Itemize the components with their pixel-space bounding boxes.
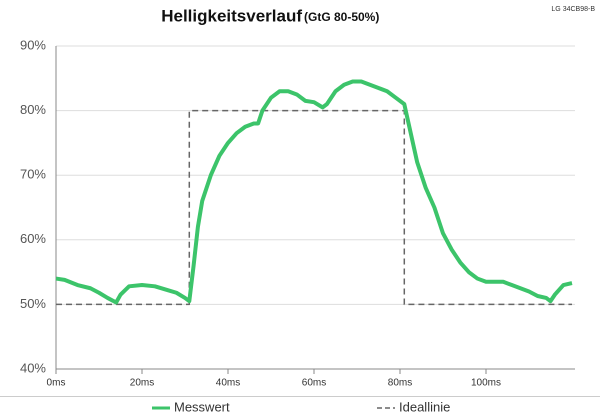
y-tick-label: 70% (20, 167, 46, 182)
annotation: LG 34CB98-B (551, 6, 595, 13)
legend-label: Ideallinie (399, 399, 450, 414)
chart-subtitle: (GtG 80-50%) (304, 10, 379, 24)
x-tick-label: 0ms (47, 378, 66, 389)
x-tick-label: 20ms (130, 378, 154, 389)
x-tick-label: 60ms (302, 378, 326, 389)
legend-label: Messwert (174, 399, 230, 414)
x-tick-label: 40ms (216, 378, 240, 389)
y-tick-label: 90% (20, 37, 46, 52)
y-tick-label: 40% (20, 360, 46, 375)
y-tick-label: 50% (20, 296, 46, 311)
y-tick-label: 80% (20, 102, 46, 117)
chart-title: Helligkeitsverlauf (161, 6, 302, 25)
x-tick-label: 80ms (388, 378, 412, 389)
x-tick-label: 100ms (471, 378, 501, 389)
series-line (55, 79, 573, 305)
series-line (56, 109, 572, 306)
y-tick-label: 60% (20, 231, 46, 246)
